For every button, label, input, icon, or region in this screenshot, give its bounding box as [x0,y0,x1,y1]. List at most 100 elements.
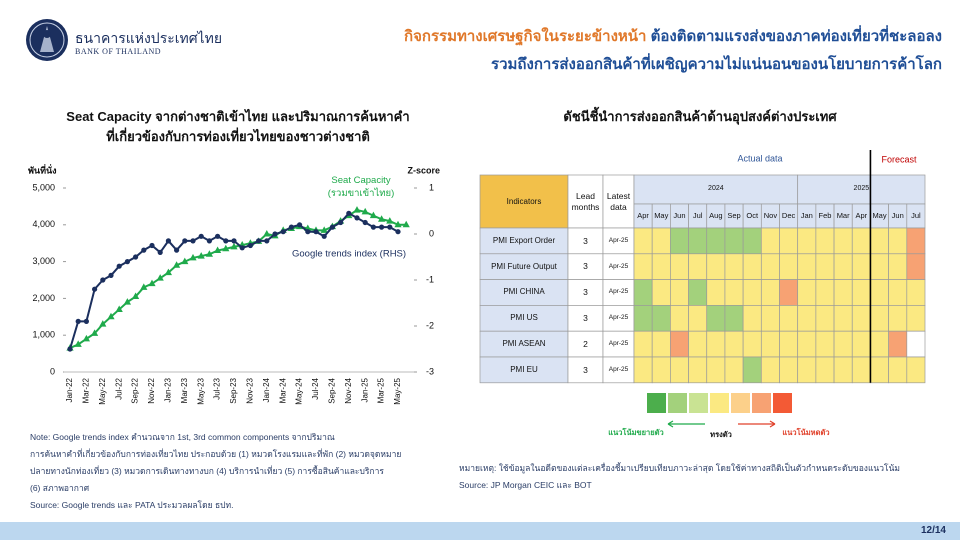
heat-cell [797,356,817,384]
month-header: Mar [836,211,850,221]
heat-cell [760,305,780,332]
heat-cell [651,305,671,332]
heat-cell [760,253,780,280]
heat-cell [706,227,726,255]
data-point [157,249,163,255]
heat-cell [651,330,671,358]
heat-cell [633,253,653,280]
data-point [182,238,188,244]
y-tick-label: 0 [50,366,55,376]
x-tick-label: Mar-22 [82,377,91,403]
data-point [239,245,245,251]
y-tick-label: 3,000 [32,256,55,266]
heat-cell [833,305,853,332]
heat-cell [670,330,689,358]
lead-cell [567,305,604,332]
x-tick-label: May-23 [196,377,205,404]
data-point [361,207,369,215]
heat-cell [706,279,726,306]
data-point [247,242,253,249]
heat-cell [797,305,817,332]
data-point [190,238,196,244]
y2-tick-label: -2 [426,320,434,330]
heat-cell [724,305,744,332]
lead-months: 3 [583,364,588,375]
x-tick-label: Jul-22 [114,377,123,399]
slide-title: กิจกรรมทางเศรษฐกิจในระยะข้างหน้า ต้องติด… [404,24,942,48]
heat-cell [851,227,871,255]
data-point [379,224,385,230]
data-point [148,279,156,287]
data-point [280,229,286,235]
indicator-cell [479,305,569,332]
heat-cell [833,279,853,306]
heat-cell [670,253,689,280]
heat-cell [851,279,871,306]
heat-cell [797,330,817,358]
month-header: Jan [800,211,813,221]
legend-arrow [667,420,705,428]
year-header-cell [633,174,799,205]
lead-cell [567,279,604,306]
data-point [124,259,130,265]
heat-cell [870,253,889,280]
heat-cell [815,279,835,306]
lead-cell [567,227,604,255]
data-point [141,247,147,253]
heat-cell [888,227,908,255]
heat-cell [688,305,708,332]
heat-cell [870,330,889,358]
latest-data: Apr-25 [608,314,629,322]
heat-cell [651,356,671,384]
slide-subtitle: รวมถึงการส่งออกสินค้าที่เผชิญความไม่แน่น… [491,56,942,73]
x-tick-label: Jan-22 [65,377,74,402]
note: (6) สภาพอากาศ [30,483,90,493]
heat-cell [670,227,689,255]
data-point [313,229,319,235]
data-point [198,233,204,239]
legend-label: แนวโน้มหดตัว [782,427,829,437]
heat-cell [870,356,889,384]
heat-cell [688,279,708,306]
data-point [189,253,197,261]
data-point [321,233,327,239]
data-point [297,222,303,228]
heat-cell [633,279,653,306]
lead-months: 3 [583,235,588,246]
heat-cell [888,356,908,384]
data-point [116,263,122,269]
x-tick-label: Mar-23 [180,377,189,403]
heat-cell [833,356,853,384]
month-header: Jul [911,211,921,221]
data-point [264,238,270,244]
data-point [75,318,81,324]
heat-cell [760,279,780,306]
heat-cell [815,227,835,255]
month-header: Oct [746,211,759,221]
heat-cell [742,253,762,280]
column-header-cell [602,174,635,229]
heat-cell [888,330,908,358]
data-point [197,252,205,259]
legend-arrow [738,420,776,428]
x-tick-label: Jan-23 [164,377,173,402]
heat-cell [815,305,835,332]
heat-cell [706,305,726,332]
heat-cell [760,227,780,255]
month-header: Sep [727,211,741,221]
data-point [256,238,262,244]
data-point [149,242,155,249]
chart-title: ดัชนีชี้นำการส่งออกสินค้าด้านอุปสงค์ต่าง… [563,109,837,124]
heat-cell [633,227,653,255]
note: การค้นหาคำที่เกี่ยวข้องกับการท่องเที่ยวไ… [30,449,402,459]
lead-cell [567,253,604,280]
y-tick-label: 2,000 [32,293,55,303]
heat-cell [706,330,726,358]
data-point [223,238,229,244]
data-point [174,247,180,253]
heat-cell [779,330,799,358]
legend-entry: Google trends index (RHS) [292,249,406,260]
lead-cell [567,356,604,384]
x-tick-label: Jul-24 [311,377,320,399]
